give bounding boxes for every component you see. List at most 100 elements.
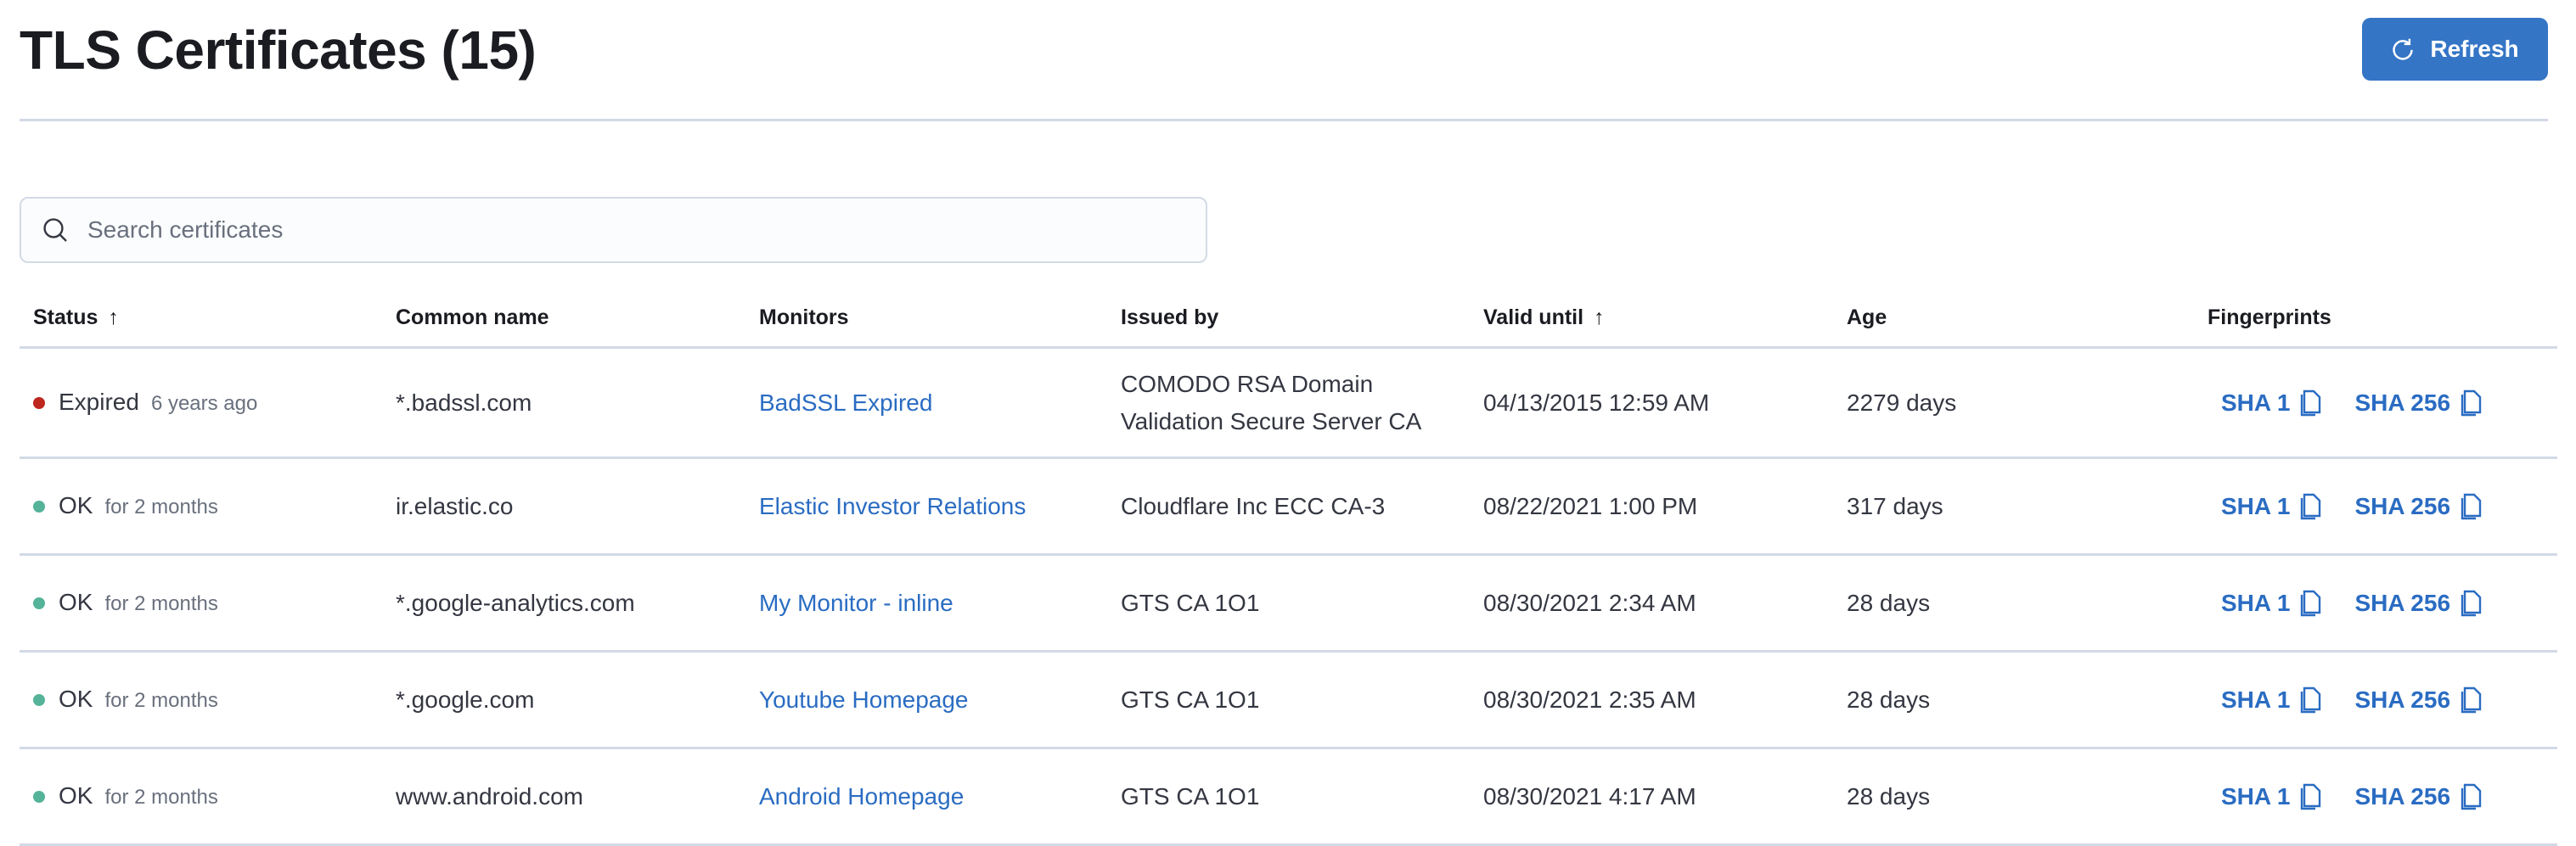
age: 2279 days xyxy=(1833,347,2194,459)
valid-until: 08/22/2021 1:00 PM xyxy=(1470,457,1833,556)
table-row: OK for 2 months *.google-analytics.com My M… xyxy=(20,554,2557,653)
status-dot-icon xyxy=(33,501,45,513)
issued-by: COMODO RSA Domain Validation Secure Serv… xyxy=(1107,347,1470,459)
status-cell: Expired 6 years ago xyxy=(20,347,382,459)
sha1-fingerprint-button[interactable]: SHA 1 xyxy=(2221,681,2322,719)
sha1-fingerprint-button[interactable]: SHA 1 xyxy=(2221,488,2322,525)
status-cell: OK for 2 months xyxy=(20,457,382,556)
copy-icon[interactable] xyxy=(2297,782,2322,811)
sha256-fingerprint-button[interactable]: SHA 256 xyxy=(2354,681,2483,719)
sha256-fingerprint-button[interactable]: SHA 256 xyxy=(2354,488,2483,525)
column-label: Fingerprints xyxy=(2208,305,2331,329)
copy-icon[interactable] xyxy=(2297,492,2322,521)
status-label: OK xyxy=(59,491,93,518)
column-header-common-name[interactable]: Common name xyxy=(382,289,745,349)
status-dot-icon xyxy=(33,694,45,707)
copy-icon[interactable] xyxy=(2297,389,2322,417)
copy-icon[interactable] xyxy=(2297,589,2322,618)
sha256-label: SHA 256 xyxy=(2354,686,2451,713)
column-label: Common name xyxy=(396,305,549,329)
valid-until: 04/13/2015 12:59 AM xyxy=(1470,347,1833,459)
status-label: Expired xyxy=(59,388,139,415)
refresh-button[interactable]: Refresh xyxy=(2362,18,2548,81)
search-field[interactable] xyxy=(20,197,1207,263)
status-time: for 2 months xyxy=(104,688,218,712)
refresh-icon xyxy=(2393,38,2414,60)
status-dot-icon xyxy=(33,791,45,804)
copy-icon[interactable] xyxy=(2457,686,2483,714)
copy-icon[interactable] xyxy=(2457,389,2483,417)
status-label: OK xyxy=(59,782,93,809)
copy-icon[interactable] xyxy=(2457,492,2483,521)
issued-by: GTS CA 1O1 xyxy=(1107,651,1470,749)
copy-icon[interactable] xyxy=(2457,589,2483,618)
fingerprints-cell: SHA 1 SHA 256 xyxy=(2194,748,2557,846)
column-label: Valid until xyxy=(1483,305,1584,329)
status-time: for 2 months xyxy=(104,591,218,615)
sha1-label: SHA 1 xyxy=(2221,492,2291,519)
status-label: OK xyxy=(59,588,93,615)
sha1-fingerprint-button[interactable]: SHA 1 xyxy=(2221,778,2322,815)
monitor-link[interactable]: Android Homepage xyxy=(759,782,965,810)
fingerprints-cell: SHA 1 SHA 256 xyxy=(2194,347,2557,459)
common-name: *.google-analytics.com xyxy=(382,554,745,653)
table-row: OK for 2 months *.google.com Youtube Homepa… xyxy=(20,651,2557,749)
status-dot-icon xyxy=(33,597,45,610)
sort-arrow-up-icon: ↑ xyxy=(108,305,119,329)
copy-icon[interactable] xyxy=(2297,686,2322,714)
sha256-label: SHA 256 xyxy=(2354,389,2451,416)
column-header-issued-by[interactable]: Issued by xyxy=(1107,289,1470,349)
issued-by: Cloudflare Inc ECC CA-3 xyxy=(1107,457,1470,556)
column-header-valid-until[interactable]: Valid until ↑ xyxy=(1470,289,1833,349)
table-row: Expired 6 years ago *.badssl.com BadSSL Exp… xyxy=(20,347,2557,459)
valid-until: 08/30/2021 2:35 AM xyxy=(1470,651,1833,749)
common-name: *.google.com xyxy=(382,651,745,749)
header-divider xyxy=(20,119,2548,121)
status-dot-icon xyxy=(33,397,45,410)
fingerprints-cell: SHA 1 SHA 256 xyxy=(2194,457,2557,556)
copy-icon[interactable] xyxy=(2457,782,2483,811)
issued-by: GTS CA 1O1 xyxy=(1107,554,1470,653)
column-header-fingerprints[interactable]: Fingerprints xyxy=(2194,289,2557,349)
sha1-label: SHA 1 xyxy=(2221,782,2291,810)
sha256-fingerprint-button[interactable]: SHA 256 xyxy=(2354,585,2483,622)
column-label: Monitors xyxy=(759,305,849,329)
column-header-monitors[interactable]: Monitors xyxy=(745,289,1107,349)
age: 317 days xyxy=(1833,457,2194,556)
age: 28 days xyxy=(1833,748,2194,846)
common-name: *.badssl.com xyxy=(382,347,745,459)
sha256-fingerprint-button[interactable]: SHA 256 xyxy=(2354,778,2483,815)
monitor-link[interactable]: Elastic Investor Relations xyxy=(759,492,1026,519)
sha256-label: SHA 256 xyxy=(2354,589,2451,616)
monitor-link[interactable]: My Monitor - inline xyxy=(759,589,953,616)
status-time: for 2 months xyxy=(104,785,218,809)
search-input[interactable] xyxy=(86,216,1108,244)
common-name: ir.elastic.co xyxy=(382,457,745,556)
column-label: Status xyxy=(33,305,98,329)
age: 28 days xyxy=(1833,554,2194,653)
valid-until: 08/30/2021 2:34 AM xyxy=(1470,554,1833,653)
sha1-label: SHA 1 xyxy=(2221,686,2291,713)
monitor-link[interactable]: BadSSL Expired xyxy=(759,389,933,416)
column-header-age[interactable]: Age xyxy=(1833,289,2194,349)
status-time: for 2 months xyxy=(104,495,218,518)
valid-until: 08/30/2021 4:17 AM xyxy=(1470,748,1833,846)
status-cell: OK for 2 months xyxy=(20,651,382,749)
sha1-fingerprint-button[interactable]: SHA 1 xyxy=(2221,384,2322,422)
refresh-label: Refresh xyxy=(2430,36,2519,62)
sort-arrow-up-icon: ↑ xyxy=(1594,305,1605,329)
column-label: Age xyxy=(1847,305,1887,329)
page-title: TLS Certificates (15) xyxy=(20,20,537,81)
sha256-label: SHA 256 xyxy=(2354,492,2451,519)
status-cell: OK for 2 months xyxy=(20,748,382,846)
status-label: OK xyxy=(59,685,93,712)
search-icon xyxy=(43,218,67,242)
fingerprints-cell: SHA 1 SHA 256 xyxy=(2194,651,2557,749)
sha1-label: SHA 1 xyxy=(2221,589,2291,616)
sha256-fingerprint-button[interactable]: SHA 256 xyxy=(2354,384,2483,422)
monitor-link[interactable]: Youtube Homepage xyxy=(759,686,969,713)
sha1-fingerprint-button[interactable]: SHA 1 xyxy=(2221,585,2322,622)
common-name: www.android.com xyxy=(382,748,745,846)
column-header-status[interactable]: Status ↑ xyxy=(20,289,382,349)
table-row: OK for 2 months www.android.com Android Hom… xyxy=(20,748,2557,846)
